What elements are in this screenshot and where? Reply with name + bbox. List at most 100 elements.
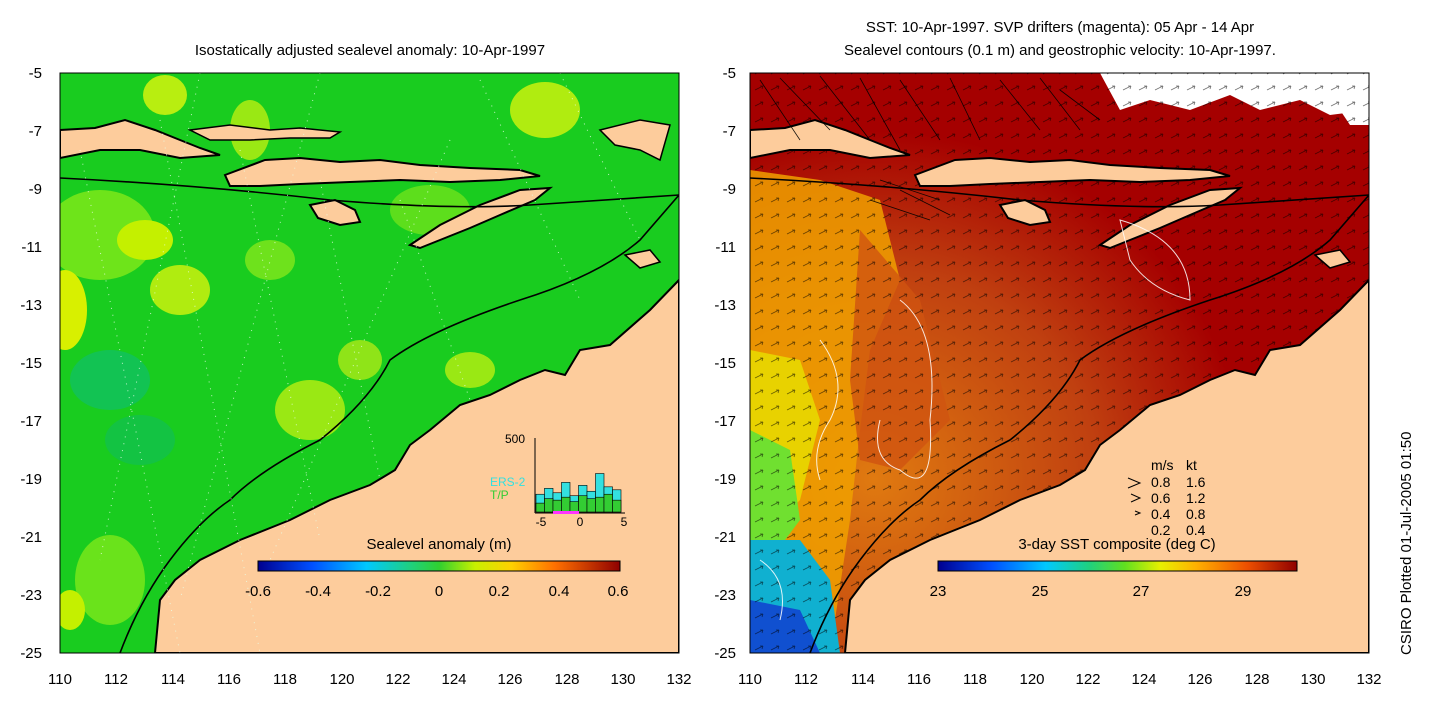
histogram-bar-tp — [595, 496, 605, 513]
sla-tick-label: -0.4 — [305, 583, 331, 600]
sst-map: m/s kt 0.8 1.6 0.6 1.2 0.4 0.8 0.2 0.4 3… — [714, 65, 1381, 688]
x-tick-label: 122 — [1075, 671, 1100, 688]
histogram-bar-tp — [586, 498, 596, 513]
land-flores — [187, 124, 343, 141]
y-tick-label: -7 — [723, 123, 736, 140]
legend-ms-value: 0.2 — [1151, 522, 1171, 538]
y-tick-label: -21 — [714, 529, 736, 546]
sst-colorbar-label: 3-day SST composite (deg C) — [1018, 536, 1215, 553]
y-tick-label: -5 — [29, 65, 42, 82]
y-tick-label: -21 — [20, 529, 42, 546]
velocity-legend: m/s kt 0.8 1.6 0.6 1.2 0.4 0.8 0.2 0.4 — [1127, 457, 1206, 538]
y-tick-label: -9 — [29, 181, 42, 198]
legend-header-ms: m/s — [1151, 457, 1174, 473]
y-tick-label: -13 — [20, 297, 42, 314]
y-tick-label: -23 — [20, 587, 42, 604]
histogram-x-tick: 0 — [577, 515, 584, 529]
y-tick-label: -13 — [714, 297, 736, 314]
sst-colorbar — [937, 560, 1298, 572]
x-tick-label: 118 — [963, 671, 987, 688]
x-tick-label: 124 — [1131, 671, 1156, 688]
land-small-island — [1313, 249, 1352, 269]
x-tick-label: 130 — [610, 671, 635, 688]
plot-credit-label: CSIRO Plotted 01-Jul-2005 01:50 — [1398, 431, 1415, 655]
x-tick-label: 120 — [1019, 671, 1044, 688]
x-tick-label: 128 — [1244, 671, 1269, 688]
histogram-window-marker — [553, 511, 579, 514]
data-count-histogram: 500 ERS-2 T/P -5 0 5 — [490, 432, 628, 529]
sla-tick-label: 0.6 — [608, 583, 629, 600]
land-java — [750, 118, 911, 160]
sla-tick-label: 0.4 — [549, 583, 570, 600]
histogram-bar-tp — [535, 502, 545, 513]
right-map-title-line1: SST: 10-Apr-1997. SVP drifters (magenta)… — [865, 19, 1255, 36]
x-tick-label: 122 — [385, 671, 410, 688]
right-map-title-line2: Sealevel contours (0.1 m) and geostrophi… — [844, 42, 1276, 59]
right-y-axis: -5 -7 -9 -11 -13 -15 -17 -19 -21 -23 -25 — [714, 65, 736, 662]
histogram-legend-ers2: ERS-2 — [490, 475, 526, 489]
sst-tick-label: 25 — [1032, 583, 1049, 600]
y-tick-label: -9 — [723, 181, 736, 198]
left-y-axis: -5 -7 -9 -11 -13 -15 -17 -19 -21 -23 -25 — [20, 65, 42, 662]
land-timor — [1097, 186, 1244, 250]
y-tick-label: -17 — [20, 413, 42, 430]
land-small-island — [623, 249, 662, 269]
sla-tick-label: 0.2 — [489, 583, 510, 600]
x-tick-label: 124 — [441, 671, 466, 688]
sla-colorbar — [257, 560, 621, 572]
x-tick-label: 114 — [161, 671, 185, 688]
x-tick-label: 126 — [497, 671, 522, 688]
legend-ms-value: 0.8 — [1151, 474, 1171, 490]
y-tick-label: -19 — [714, 471, 736, 488]
land-lesser-sundas — [913, 156, 1231, 187]
histogram-bar-tp — [569, 501, 579, 513]
sla-tick-label: -0.6 — [245, 583, 271, 600]
histogram-bar-tp — [544, 498, 554, 513]
sla-colorbar-ticks: -0.6 -0.4 -0.2 0 0.2 0.4 0.6 — [245, 583, 628, 600]
histogram-bar-tp — [578, 495, 588, 513]
x-tick-label: 112 — [794, 671, 818, 688]
y-tick-label: -19 — [20, 471, 42, 488]
x-tick-label: 130 — [1300, 671, 1325, 688]
land-timor — [407, 186, 554, 250]
x-tick-label: 112 — [104, 671, 128, 688]
x-tick-label: 110 — [738, 671, 762, 688]
legend-ms-value: 0.4 — [1151, 506, 1171, 522]
right-x-axis: 110 112 114 116 118 120 122 124 126 128 … — [738, 671, 1381, 688]
legend-kt-value: 0.4 — [1186, 522, 1206, 538]
sst-tick-label: 23 — [930, 583, 947, 600]
x-tick-label: 128 — [554, 671, 579, 688]
histogram-y-max: 500 — [505, 432, 525, 446]
x-tick-label: 110 — [48, 671, 72, 688]
histogram-bar-tp — [612, 499, 622, 513]
x-tick-label: 126 — [1187, 671, 1212, 688]
x-tick-label: 114 — [851, 671, 875, 688]
sealevel-anomaly-map: Sealevel anomaly (m) -0.6 -0.4 -0.2 0 0.… — [20, 65, 691, 688]
x-tick-label: 132 — [1356, 671, 1381, 688]
y-tick-label: -17 — [714, 413, 736, 430]
sla-colorbar-label: Sealevel anomaly (m) — [366, 536, 511, 553]
sla-tick-label: 0 — [435, 583, 443, 600]
x-tick-label: 116 — [907, 671, 931, 688]
y-tick-label: -5 — [723, 65, 736, 82]
land-australia — [843, 278, 1369, 653]
y-tick-label: -25 — [20, 645, 42, 662]
land-lesser-sundas — [223, 156, 541, 187]
histogram-bar-tp — [603, 493, 613, 513]
x-tick-label: 120 — [329, 671, 354, 688]
land-wetar — [598, 119, 671, 162]
legend-kt-value: 0.8 — [1186, 506, 1206, 522]
histogram-bar-tp — [561, 496, 571, 513]
legend-kt-value: 1.2 — [1186, 490, 1206, 506]
y-tick-label: -7 — [29, 123, 42, 140]
histogram-x-tick: 5 — [621, 515, 628, 529]
y-tick-label: -11 — [715, 239, 736, 256]
sst-colorbar-ticks: 23 25 27 29 — [930, 583, 1252, 600]
histogram-bar-tp — [552, 499, 562, 513]
y-tick-label: -15 — [20, 355, 42, 372]
legend-ms-value: 0.6 — [1151, 490, 1171, 506]
legend-header-kt: kt — [1186, 457, 1197, 473]
left-x-axis: 110 112 114 116 118 120 122 124 126 128 … — [48, 671, 691, 688]
y-tick-label: -11 — [21, 239, 42, 256]
sst-tick-label: 29 — [1235, 583, 1252, 600]
